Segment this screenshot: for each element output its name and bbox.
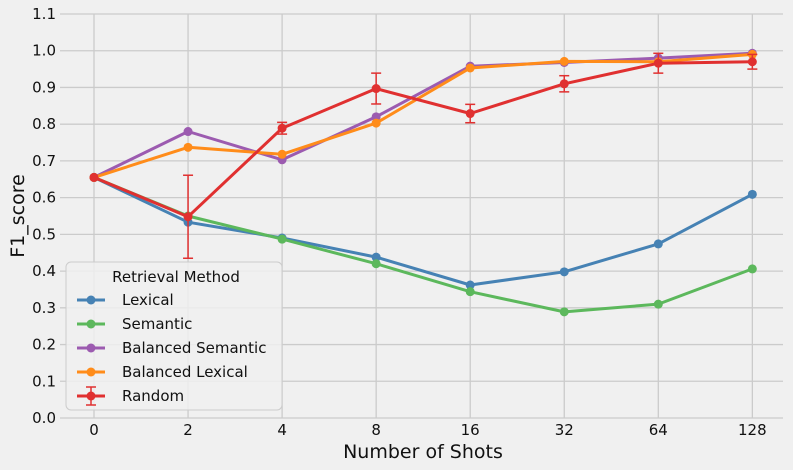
data-point bbox=[371, 118, 381, 128]
legend-label: Balanced Lexical bbox=[122, 363, 248, 381]
data-point bbox=[559, 267, 569, 277]
x-tick-label: 16 bbox=[461, 421, 480, 439]
x-tick-label: 128 bbox=[738, 421, 767, 439]
legend-label: Random bbox=[122, 387, 184, 405]
data-point bbox=[371, 252, 381, 262]
legend-item-semantic: Semantic bbox=[77, 315, 192, 333]
data-point bbox=[747, 264, 757, 274]
data-point bbox=[371, 84, 381, 94]
x-tick-label: 0 bbox=[89, 421, 99, 439]
data-point bbox=[371, 112, 381, 122]
data-point bbox=[465, 280, 475, 290]
y-tick-label: 0.9 bbox=[32, 78, 56, 96]
y-axis-ticks: 0.0 0.1 0.2 0.3 0.4 0.5 0.6 0.7 0.8 0.9 1.0 1.1 bbox=[32, 5, 56, 427]
legend-item-random: Random bbox=[77, 386, 184, 406]
data-point bbox=[465, 287, 475, 297]
data-point bbox=[277, 123, 287, 133]
series-group bbox=[89, 48, 758, 317]
data-point bbox=[183, 212, 193, 222]
x-tick-label: 8 bbox=[371, 421, 381, 439]
data-point bbox=[183, 142, 193, 152]
data-point bbox=[747, 189, 757, 199]
x-tick-label: 4 bbox=[277, 421, 287, 439]
series-balanced-lexical bbox=[89, 49, 757, 182]
legend-item-balanced-semantic: Balanced Semantic bbox=[77, 339, 266, 357]
data-point bbox=[465, 63, 475, 73]
series-line-semantic bbox=[92, 175, 754, 314]
legend-label: Lexical bbox=[122, 291, 174, 309]
y-tick-label: 1.1 bbox=[32, 5, 56, 23]
y-axis-title: F1_score bbox=[7, 174, 29, 258]
y-tick-label: 0.3 bbox=[32, 299, 56, 317]
data-point bbox=[653, 58, 663, 68]
legend-marker bbox=[86, 391, 96, 401]
series-line-lexical bbox=[92, 175, 754, 287]
data-point bbox=[559, 56, 569, 66]
y-tick-label: 0.7 bbox=[32, 152, 56, 170]
data-point bbox=[371, 259, 381, 269]
y-tick-label: 0.0 bbox=[32, 409, 56, 427]
y-tick-label: 0.6 bbox=[32, 189, 56, 207]
data-point bbox=[277, 234, 287, 244]
x-axis-ticks: 0 2 4 8 16 32 64 128 bbox=[89, 421, 766, 439]
data-point bbox=[89, 172, 99, 182]
y-tick-label: 0.4 bbox=[32, 262, 56, 280]
legend-label: Balanced Semantic bbox=[122, 339, 266, 357]
y-tick-label: 0.2 bbox=[32, 336, 56, 354]
legend-box bbox=[65, 261, 283, 411]
data-point bbox=[653, 299, 663, 309]
y-tick-label: 0.1 bbox=[32, 372, 56, 390]
series-line-balanced-lexical bbox=[92, 52, 754, 179]
legend-marker bbox=[86, 319, 96, 329]
legend-marker bbox=[86, 367, 96, 377]
legend-item-lexical: Lexical bbox=[77, 291, 174, 309]
data-point bbox=[747, 57, 757, 67]
y-tick-label: 0.8 bbox=[32, 115, 56, 133]
x-tick-label: 2 bbox=[183, 421, 193, 439]
data-point bbox=[559, 307, 569, 317]
legend-marker bbox=[86, 343, 96, 353]
legend-label: Semantic bbox=[122, 315, 192, 333]
data-point bbox=[465, 109, 475, 119]
data-point bbox=[559, 79, 569, 89]
legend-item-balanced-lexical: Balanced Lexical bbox=[77, 363, 248, 381]
x-tick-label: 64 bbox=[649, 421, 668, 439]
legend: Retrieval Method Lexical Semantic Balanced… bbox=[65, 261, 283, 411]
y-tick-label: 1.0 bbox=[32, 42, 56, 60]
series-line-random bbox=[92, 60, 754, 219]
x-axis-title: Number of Shots bbox=[343, 441, 503, 463]
data-point bbox=[277, 149, 287, 159]
x-tick-label: 32 bbox=[555, 421, 574, 439]
legend-title: Retrieval Method bbox=[112, 268, 240, 286]
data-point bbox=[653, 239, 663, 249]
y-tick-label: 0.5 bbox=[32, 225, 56, 243]
series-line-balanced-semantic bbox=[92, 51, 754, 179]
legend-marker bbox=[86, 295, 96, 305]
data-point bbox=[183, 127, 193, 137]
series-random bbox=[89, 52, 758, 259]
